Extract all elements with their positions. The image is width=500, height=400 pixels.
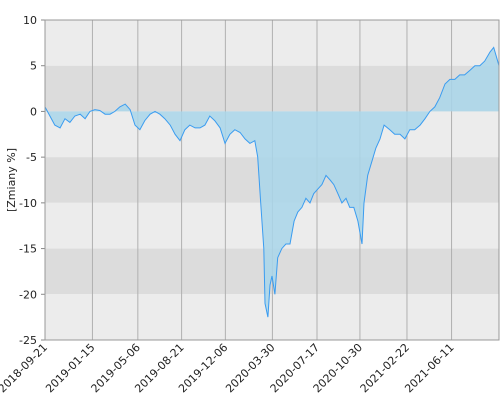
y-axis-label: [Zmiany %] <box>5 148 18 212</box>
y-tick-label: -25 <box>19 334 37 347</box>
y-tick-label: 5 <box>30 60 37 73</box>
y-tick-label: -10 <box>19 197 37 210</box>
y-tick-label: -20 <box>19 288 37 301</box>
plot-frame <box>44 19 500 341</box>
area <box>45 47 499 318</box>
y-tick-label: 10 <box>23 14 37 27</box>
line <box>44 46 500 318</box>
x-tick-label: 2018-09-21 <box>0 341 50 395</box>
y-tick-label: 0 <box>30 105 37 118</box>
y-tick-label: -5 <box>26 151 37 164</box>
y-tick-label: -15 <box>19 243 37 256</box>
